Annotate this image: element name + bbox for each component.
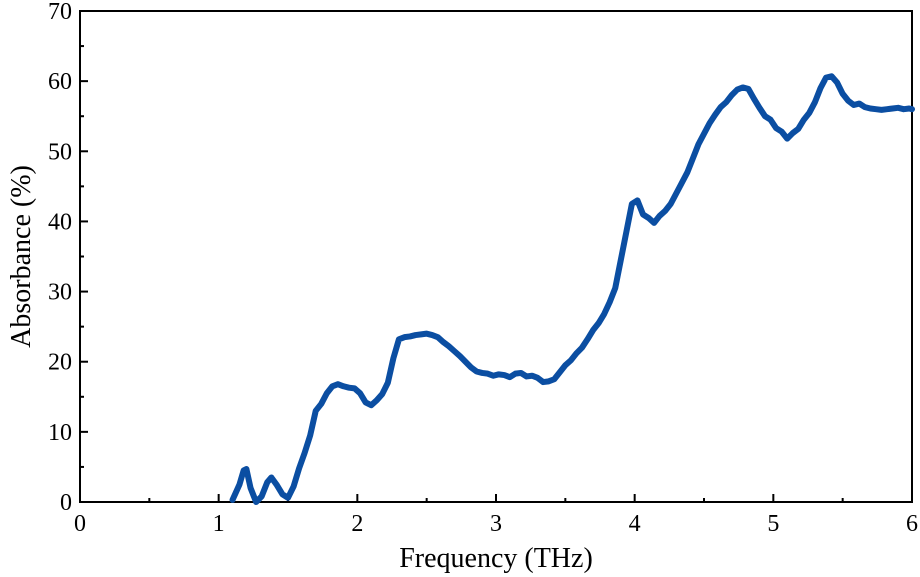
x-tick-label: 2 — [351, 511, 363, 537]
plot-frame — [79, 10, 913, 503]
y-tick-label: 70 — [48, 0, 72, 25]
x-tick-label: 3 — [490, 511, 502, 537]
x-tick-label: 4 — [629, 511, 641, 537]
y-tick-label: 40 — [48, 209, 72, 235]
x-axis-title: Frequency (THz) — [399, 543, 593, 574]
x-tick-label: 6 — [906, 511, 918, 537]
y-tick-label: 60 — [48, 69, 72, 95]
x-tick-label: 0 — [74, 511, 86, 537]
y-tick-label: 30 — [48, 280, 72, 306]
y-tick-label: 0 — [60, 490, 72, 516]
absorbance-series-line — [229, 73, 915, 505]
x-tick-label: 1 — [213, 511, 225, 537]
y-tick-label: 10 — [48, 420, 72, 446]
x-tick-label: 5 — [767, 511, 779, 537]
y-tick-label: 20 — [48, 350, 72, 376]
y-axis-title: Absorbance (%) — [6, 165, 37, 348]
y-tick-label: 50 — [48, 139, 72, 165]
